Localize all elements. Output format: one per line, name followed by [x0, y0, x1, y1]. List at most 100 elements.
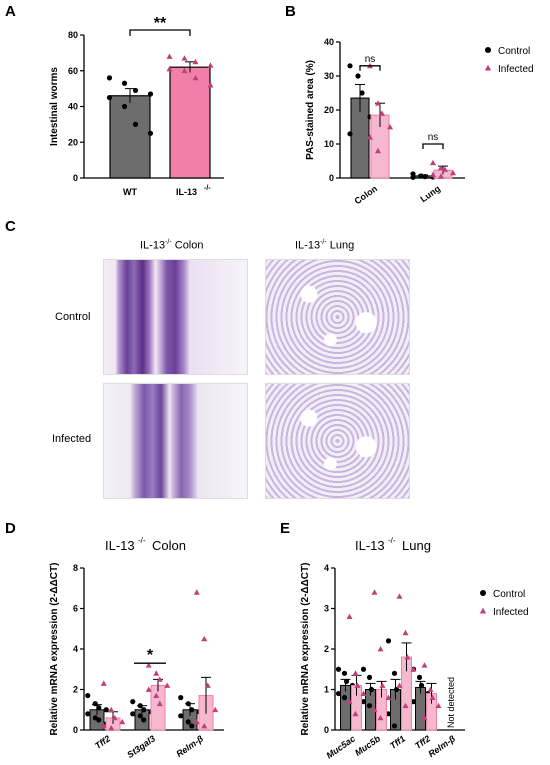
control-point	[106, 94, 113, 101]
infected-point	[402, 702, 409, 709]
control-point	[360, 666, 367, 672]
control-point	[121, 80, 128, 86]
control-point	[132, 121, 139, 127]
significance-bracket	[129, 29, 191, 36]
category-label: Tff2	[93, 733, 112, 751]
chart-title-rest: Colon	[152, 538, 186, 553]
category-label: Tff1	[388, 733, 407, 751]
control-point	[85, 692, 91, 699]
y-tick-label: 2	[324, 644, 329, 654]
infected-point	[145, 662, 152, 668]
significance-label: **	[154, 15, 167, 32]
infected-point	[352, 670, 359, 676]
micrograph-panel: IL-13-/- Colon IL-13-/- Lung Control Inf…	[0, 225, 550, 515]
legend-infected-marker	[484, 64, 492, 71]
control-point	[130, 711, 136, 717]
bar-il13	[169, 66, 211, 179]
category-label: Relm-β	[174, 733, 205, 759]
infected-point	[201, 722, 208, 729]
control-point	[130, 699, 136, 705]
control-point	[359, 90, 365, 96]
control-point	[391, 670, 398, 676]
infected-point	[354, 682, 361, 688]
control-point	[185, 719, 191, 725]
control-point	[410, 174, 416, 180]
control-point	[343, 678, 350, 684]
infected-point	[156, 700, 163, 707]
control-point	[347, 131, 353, 137]
y-tick-label: 20	[68, 137, 78, 147]
legend-control-marker	[480, 590, 486, 596]
infected-point	[119, 718, 126, 725]
panel-letter-b: B	[285, 3, 296, 20]
control-point	[103, 707, 109, 713]
y-tick-label: 8	[73, 563, 78, 573]
category-label: Colon	[353, 183, 380, 206]
control-point	[178, 695, 184, 701]
legend-control-label: Control	[498, 46, 530, 57]
y-axis-label: Intestinal worms	[49, 67, 60, 146]
chart-title-superscript: -/-	[138, 536, 146, 545]
panel-letter-a: A	[5, 3, 16, 20]
bar-wt	[109, 95, 151, 179]
infected-point	[450, 169, 456, 176]
infected-point	[192, 74, 199, 81]
control-point	[355, 73, 361, 79]
significance-bracket	[422, 143, 444, 149]
infected-point	[396, 682, 403, 688]
y-tick-label: 3	[324, 604, 329, 614]
infected-point	[153, 670, 160, 676]
y-tick-label: 40	[68, 102, 78, 112]
panel-letter-d: D	[5, 520, 16, 537]
micrograph-infected-colon	[103, 383, 248, 499]
infected-point	[201, 635, 208, 642]
col-title-colon: IL-13-/- Colon	[140, 239, 204, 252]
infected-point	[204, 682, 211, 688]
control-point	[147, 130, 154, 136]
infected-point	[379, 682, 386, 688]
infected-point	[153, 692, 160, 698]
control-point	[189, 707, 195, 713]
control-point	[391, 723, 398, 729]
control-point	[96, 705, 102, 711]
control-point	[416, 674, 423, 680]
y-tick-label: 0	[329, 173, 334, 183]
legend-control-label: Control	[493, 589, 525, 600]
control-point	[92, 701, 98, 707]
infected-point	[430, 159, 436, 166]
infected-point	[346, 698, 353, 705]
control-point	[178, 713, 184, 719]
infected-point	[438, 173, 444, 179]
panel-letter-c: C	[5, 218, 16, 235]
control-point	[137, 713, 143, 719]
chart-title: IL-13	[105, 538, 135, 553]
infected-point	[207, 62, 214, 68]
infected-point	[427, 686, 434, 692]
infected-point	[166, 53, 173, 59]
control-point	[335, 690, 342, 697]
significance-label: ns	[365, 54, 376, 65]
significance-bracket	[359, 65, 381, 71]
bar-control	[415, 686, 426, 731]
legend-infected-label: Infected	[493, 607, 529, 618]
infected-point	[421, 662, 428, 668]
infected-point	[421, 714, 428, 721]
control-point	[147, 91, 154, 97]
y-tick-label: 20	[324, 105, 334, 115]
control-point	[418, 173, 424, 179]
infected-point	[156, 676, 163, 682]
infected-point	[396, 593, 403, 599]
infected-point	[145, 686, 152, 692]
chart-b: 0 10 20 30 40 PAS-stained area (%) Colon Lung ns…	[305, 37, 534, 206]
chart-title-rest: Lung	[402, 538, 431, 553]
infected-point	[111, 714, 118, 721]
control-point	[366, 703, 373, 709]
infected-point	[367, 134, 373, 140]
infected-point	[207, 82, 214, 88]
infected-point	[375, 147, 381, 154]
chart-e: IL-13 -/- Lung 0 1 2 3 4 Relative mRNA expressi…	[300, 536, 529, 761]
significance-label: *	[147, 647, 154, 664]
infected-point	[387, 124, 393, 130]
y-tick-label: 0	[324, 725, 329, 735]
infected-point	[346, 613, 353, 619]
